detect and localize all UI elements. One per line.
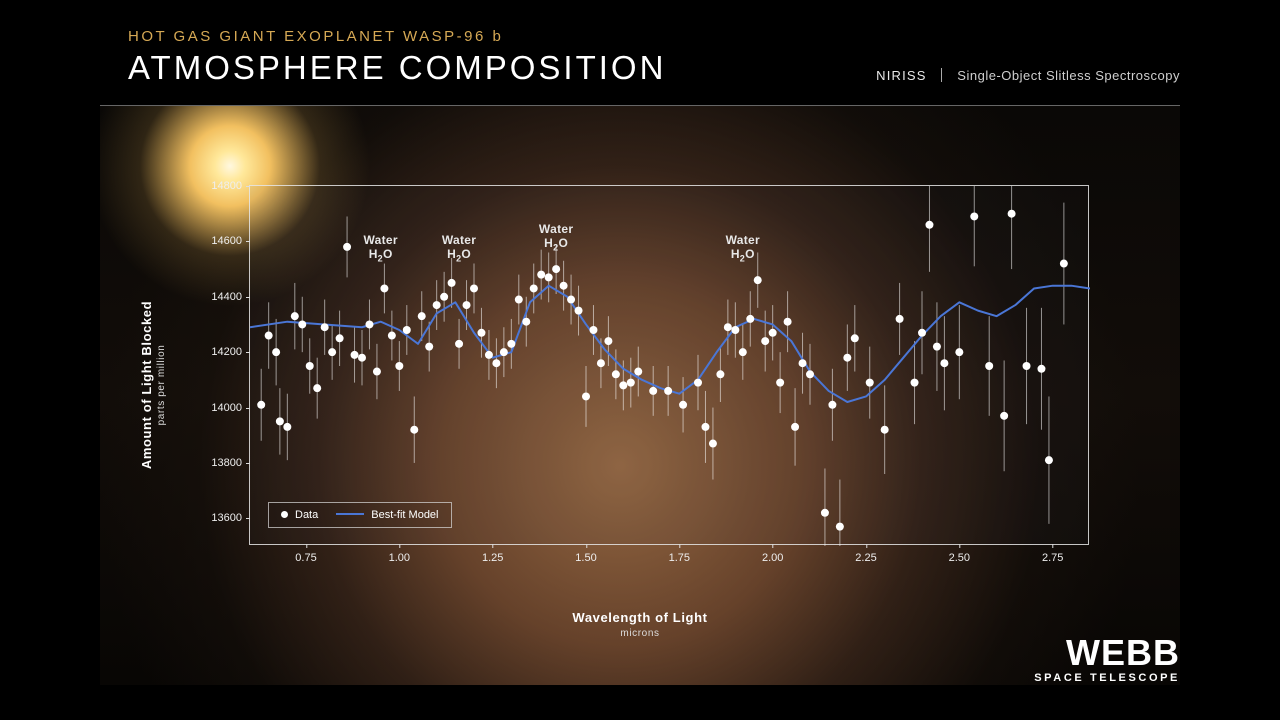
legend-data-label: Data [295, 509, 318, 521]
legend-data: Data [281, 509, 318, 521]
x-tick: 2.75 [1042, 552, 1063, 564]
water-annotation: WaterH2O [726, 233, 760, 265]
header-subtitle: HOT GAS GIANT EXOPLANET WASP-96 b [128, 28, 666, 45]
y-axis-label-group: Amount of Light Blocked parts per millio… [139, 235, 167, 535]
header: HOT GAS GIANT EXOPLANET WASP-96 b ATMOSP… [128, 28, 666, 87]
water-annotation: WaterH2O [442, 233, 476, 265]
y-tick: 13600 [211, 512, 242, 524]
webb-logo-subtitle: SPACE TELESCOPE [1034, 672, 1180, 684]
x-axis-unit: microns [572, 628, 707, 639]
x-tick: 0.75 [295, 552, 316, 564]
x-tick: 2.50 [949, 552, 970, 564]
x-tick: 1.50 [575, 552, 596, 564]
y-tick: 14400 [211, 291, 242, 303]
y-tick: 14200 [211, 346, 242, 358]
instrument-separator [941, 68, 942, 82]
y-tick: 14600 [211, 235, 242, 247]
webb-logo-text: WEBB [1034, 638, 1180, 669]
x-axis-label-group: Wavelength of Light microns [572, 610, 707, 639]
instrument-desc: Single-Object Slitless Spectroscopy [957, 68, 1180, 83]
water-annotation: WaterH2O [363, 233, 397, 265]
y-axis-label: Amount of Light Blocked [139, 235, 154, 535]
instrument-name: NIRISS [876, 68, 927, 83]
spectrum-chart: Amount of Light Blocked parts per millio… [175, 185, 1105, 585]
x-axis-label: Wavelength of Light [572, 610, 707, 625]
legend: Data Best-fit Model [268, 502, 452, 528]
legend-model-label: Best-fit Model [371, 509, 438, 521]
plot-area: Data Best-fit Model 13600138001400014200… [249, 185, 1089, 545]
water-annotation: WaterH2O [539, 222, 573, 254]
y-tick: 13800 [211, 457, 242, 469]
webb-logo: WEBB SPACE TELESCOPE [1034, 638, 1180, 684]
header-title: ATMOSPHERE COMPOSITION [128, 49, 666, 87]
x-tick: 1.25 [482, 552, 503, 564]
legend-model-marker [336, 513, 364, 515]
instrument-label: NIRISS Single-Object Slitless Spectrosco… [876, 68, 1180, 83]
y-tick: 14800 [211, 180, 242, 192]
x-tick: 2.00 [762, 552, 783, 564]
legend-model: Best-fit Model [336, 509, 438, 521]
x-tick: 1.75 [669, 552, 690, 564]
x-tick: 1.00 [389, 552, 410, 564]
legend-data-marker [281, 511, 288, 518]
y-axis-unit: parts per million [156, 235, 167, 535]
y-tick: 14000 [211, 402, 242, 414]
x-tick: 2.25 [855, 552, 876, 564]
